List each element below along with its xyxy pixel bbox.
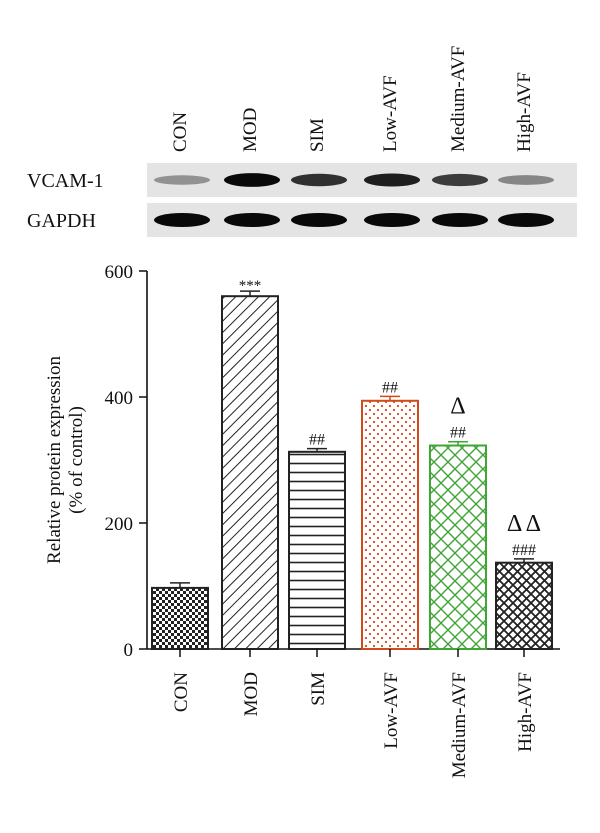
significance-marker: ###: [512, 542, 536, 559]
x-tick-label: MOD: [241, 672, 262, 716]
bar-chart: 0 200 400 600 Relative protein expression (% …: [44, 262, 560, 778]
blot-band: [154, 213, 210, 227]
blot-band: [291, 213, 347, 227]
significance-marker: ##: [309, 432, 325, 449]
blot-lane-label: Medium-AVF: [448, 46, 469, 152]
bar: [151, 586, 209, 651]
blot-lane-label: High-AVF: [514, 72, 535, 152]
x-tick-label: CON: [171, 672, 192, 712]
y-tick-label: 600: [105, 262, 134, 283]
blot-lane-label: Low-AVF: [380, 75, 401, 152]
western-blot: VCAM-1 GAPDH: [27, 163, 577, 237]
blot-band: [364, 213, 420, 227]
blot-band: [364, 173, 420, 187]
blot-lane-labels: CON MOD SIM Low-AVF Medium-AVF High-AVF: [170, 46, 535, 152]
y-tick-label: 0: [124, 640, 134, 661]
blot-band: [432, 213, 488, 227]
blot-row-label: GAPDH: [27, 210, 96, 232]
blot-membrane: [147, 163, 577, 197]
significance-marker: ##: [382, 379, 398, 396]
blot-band: [498, 213, 554, 227]
y-tick-label: 400: [105, 388, 134, 409]
bar: [221, 295, 279, 650]
blot-band: [224, 213, 280, 227]
blot-band: [224, 173, 280, 187]
triangle-marker: Δ Δ: [507, 511, 541, 537]
blot-lane-label: CON: [170, 112, 191, 152]
bar: [288, 450, 346, 650]
triangle-marker: Δ: [450, 394, 465, 420]
blot-band: [432, 173, 488, 187]
y-tick-label: 200: [105, 514, 134, 535]
x-tick-label: Medium-AVF: [449, 672, 470, 778]
y-axis-label: Relative protein expression: [44, 356, 65, 564]
significance-marker: ##: [450, 425, 466, 442]
bar: [429, 444, 487, 651]
x-tick-label: Low-AVF: [381, 672, 402, 749]
blot-band: [154, 175, 210, 185]
blot-lane-label: SIM: [307, 118, 328, 152]
x-tick-label: High-AVF: [515, 672, 536, 752]
y-axis-label: (% of control): [66, 406, 87, 514]
x-tick-label: SIM: [308, 672, 329, 706]
significance-marker: ***: [239, 278, 262, 294]
blot-lane-label: MOD: [240, 108, 261, 152]
bar: [495, 561, 553, 650]
blot-row-label: VCAM-1: [27, 170, 104, 192]
bar: [361, 399, 419, 650]
blot-band: [498, 175, 554, 185]
blot-band: [291, 173, 347, 187]
